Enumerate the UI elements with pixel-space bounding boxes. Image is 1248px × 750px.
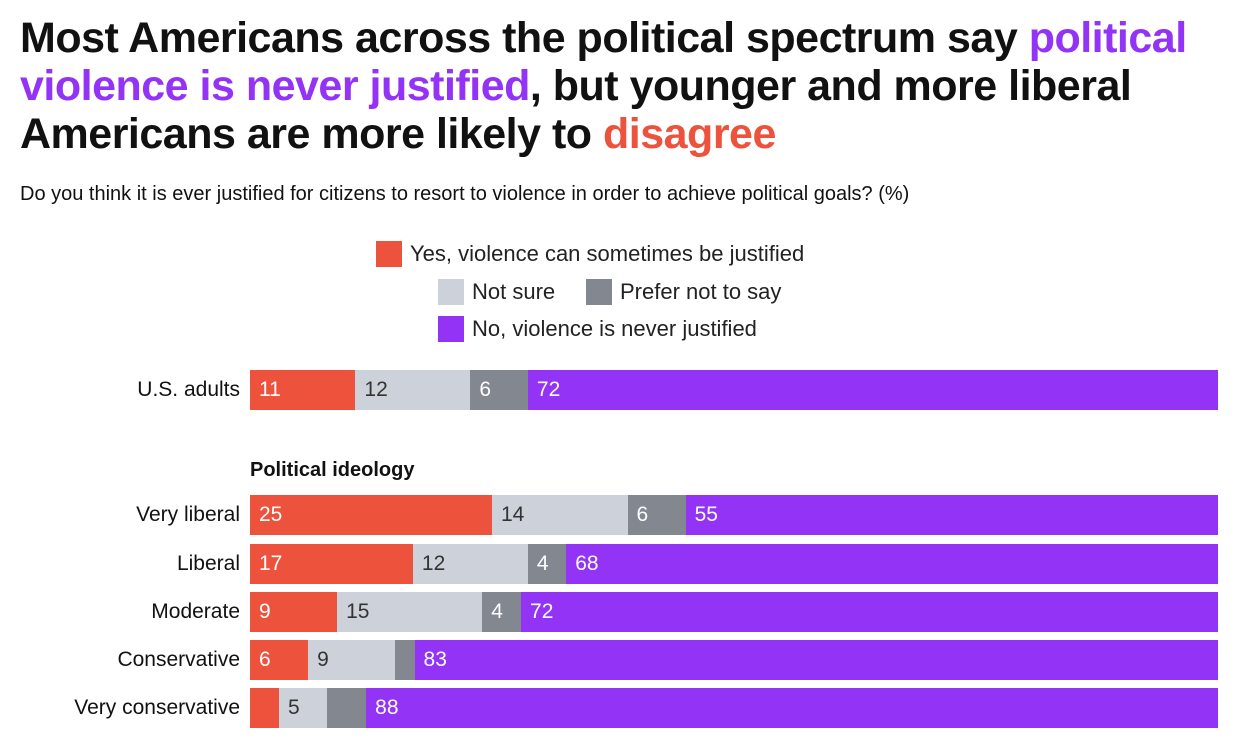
bar-segment: 4 <box>482 592 522 632</box>
legend-item-prefer-not: Prefer not to say <box>586 279 781 305</box>
row-label: Liberal <box>176 552 240 575</box>
legend-label: Not sure <box>472 279 556 304</box>
legend-label: Yes, violence can sometimes be justified <box>410 241 805 266</box>
bar-segment: 17 <box>250 544 413 584</box>
bar-segment: 6 <box>627 495 686 535</box>
bar-segment: 68 <box>566 544 1218 584</box>
legend-label: Prefer not to say <box>620 279 782 304</box>
bar-segment: 6 <box>250 640 309 680</box>
title-highlight-disagree: disagree <box>603 110 776 158</box>
row-label: U.S. adults <box>137 378 240 401</box>
legend-item-no: No, violence is never justified <box>438 316 757 342</box>
bar-segment: 83 <box>414 640 1218 680</box>
legend-swatch <box>376 241 402 267</box>
title-text: , but younger and more liberal Americans… <box>20 62 1132 158</box>
legend-item-not-sure: Not sure <box>438 279 555 305</box>
bar-row: 5 88 <box>250 688 1218 728</box>
row-label: Very conservative <box>74 696 240 719</box>
section-label: Political ideology <box>250 459 415 481</box>
bar-segment: 15 <box>337 592 483 632</box>
bar-segment: 14 <box>492 495 628 535</box>
bar-segment: 12 <box>355 370 471 410</box>
bar-segment: 9 <box>250 592 338 632</box>
bar-segment: 11 <box>250 370 356 410</box>
bar-segment <box>395 640 415 680</box>
row-label: Very liberal <box>136 503 240 526</box>
bar-segment: 12 <box>412 544 528 584</box>
legend-swatch <box>586 279 612 305</box>
bar-segment: 5 <box>279 688 328 728</box>
bar-segment: 88 <box>366 688 1218 728</box>
row-label: Moderate <box>151 600 240 623</box>
legend-swatch <box>438 279 464 305</box>
bar-segment: 55 <box>685 495 1218 535</box>
chart-title: Most Americans across the political spec… <box>20 14 1240 158</box>
title-text: Most Americans across the political spec… <box>20 14 1029 62</box>
legend-item-yes: Yes, violence can sometimes be justified <box>376 241 804 267</box>
bar-segment: 6 <box>470 370 528 410</box>
bar-row: 11 12 6 72 <box>250 370 1218 410</box>
legend-label: No, violence is never justified <box>472 316 757 341</box>
bar-row: 25 14 6 55 <box>250 495 1218 535</box>
bar-segment: 72 <box>521 592 1218 632</box>
chart-subtitle: Do you think it is ever justified for ci… <box>20 183 910 205</box>
legend-swatch <box>438 316 464 342</box>
row-label: Conservative <box>117 648 240 671</box>
bar-segment: 9 <box>308 640 396 680</box>
bar-segment: 72 <box>527 370 1218 410</box>
title-highlight-never-justified: political violence is never justified <box>20 14 1187 110</box>
bar-segment <box>250 688 280 728</box>
bar-segment: 25 <box>250 495 492 535</box>
bar-segment <box>327 688 367 728</box>
bar-row: 6 9 83 <box>250 640 1218 680</box>
bar-segment: 4 <box>527 544 567 584</box>
bar-row: 17 12 4 68 <box>250 544 1218 584</box>
bar-row: 9 15 4 72 <box>250 592 1218 632</box>
